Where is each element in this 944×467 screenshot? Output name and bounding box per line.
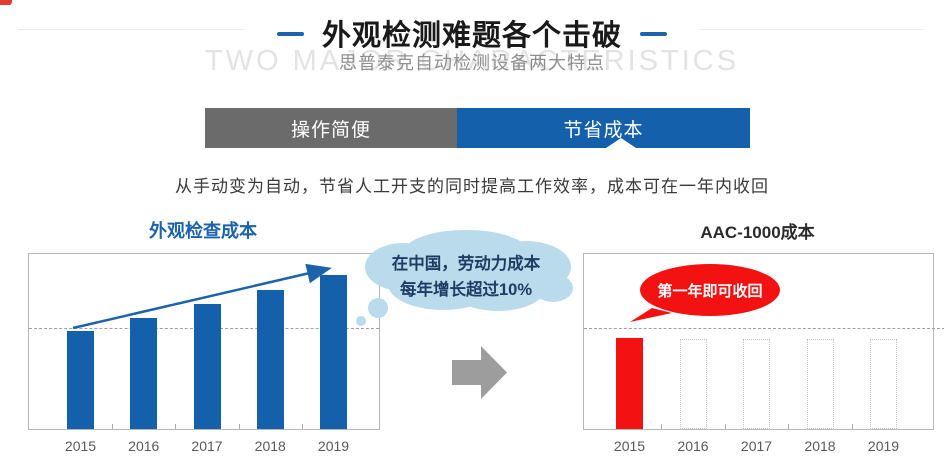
- right-chart: 2015 2016 2017 2018 2019: [583, 253, 944, 454]
- category-label-2018: 2018: [804, 438, 836, 454]
- category-label-2018: 2018: [254, 438, 286, 454]
- tab-cost-saving-label: 节省成本: [563, 119, 644, 141]
- title-dash-left-icon: [276, 32, 304, 36]
- tab-easy-operation[interactable]: 操作简便: [205, 108, 457, 148]
- cloud-text-line1: 在中国，劳动力成本: [392, 253, 541, 273]
- category-label-2017: 2017: [740, 438, 773, 454]
- axis-tick: [661, 424, 663, 429]
- tab-bar: 操作简便 节省成本: [205, 108, 750, 148]
- dashed-reference-line: [584, 328, 944, 329]
- category-labels: 2015 2016 2017 2018 2019: [584, 438, 933, 456]
- category-label-2019: 2019: [317, 438, 350, 454]
- category-label-2015: 2015: [64, 438, 97, 454]
- category-label-2016: 2016: [677, 438, 709, 454]
- bars-layer: [29, 254, 379, 429]
- bar-2018: [256, 290, 284, 429]
- category-label-2017: 2017: [191, 438, 223, 454]
- bar-2015: [67, 331, 94, 429]
- axis-tick: [788, 424, 790, 429]
- axis-tick: [175, 424, 177, 429]
- transition-arrow-icon: [452, 346, 507, 399]
- title-row: 外观检测难题各个击破: [0, 12, 944, 54]
- bar-2018: [806, 339, 834, 429]
- tab-easy-operation-label: 操作简便: [290, 119, 371, 141]
- category-label-2019: 2019: [867, 438, 900, 454]
- cloud-callout: 在中国，劳动力成本 每年增长超过10%: [356, 230, 573, 326]
- bar-2015: [616, 338, 643, 429]
- axis-tick: [851, 424, 853, 429]
- category-label-2016: 2016: [128, 438, 160, 454]
- page-watermark: TWO MAJOR CHARACTERISTICS: [204, 45, 740, 77]
- bar-2019: [320, 275, 347, 429]
- bar-2019: [870, 339, 897, 429]
- bar-2017: [743, 339, 770, 429]
- cloud-text-line2: 每年增长超过10%: [400, 279, 532, 299]
- axis-tick: [724, 424, 726, 429]
- bar-2017: [193, 304, 221, 429]
- bars-layer: [584, 254, 933, 429]
- bar-2016: [679, 339, 707, 429]
- page-title: 外观检测难题各个击破: [321, 20, 622, 52]
- bar-2016: [130, 318, 158, 429]
- title-dash-right-icon: [640, 32, 667, 36]
- category-label-2015: 2015: [613, 438, 646, 454]
- axis-tick: [301, 424, 303, 429]
- corner-logo-fragment: [0, 0, 12, 5]
- description-text: 从手动变为自动，节省人工开支的同时提高工作效率，成本可在一年内收回: [175, 177, 769, 196]
- active-tab-notch-icon: [606, 138, 636, 148]
- left-chart-title: 外观检查成本: [149, 221, 257, 241]
- right-chart-title: AAC-1000成本: [700, 223, 815, 242]
- page-subtitle: 思普泰克自动检测设备两大特点: [339, 53, 605, 73]
- tab-cost-saving[interactable]: 节省成本: [457, 108, 750, 148]
- left-chart: 2015 2016 2017 2018 2019: [28, 253, 380, 454]
- category-labels: 2015 2016 2017 2018 2019: [29, 438, 379, 456]
- axis-tick: [112, 424, 114, 429]
- axis-tick: [238, 424, 240, 429]
